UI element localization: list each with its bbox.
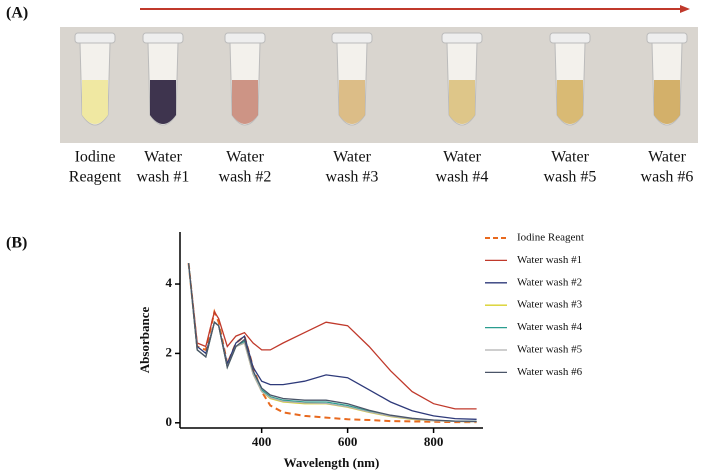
y-tick-label: 2	[166, 344, 173, 359]
tube-label: wash #1	[137, 169, 190, 186]
tube-liquid	[654, 80, 680, 124]
series-line	[187, 263, 477, 424]
y-axis-label: Absorbance	[137, 307, 152, 374]
x-tick-label: 400	[252, 434, 272, 449]
legend-label: Water wash #2	[517, 276, 582, 288]
x-tick-label: 800	[424, 434, 444, 449]
series-line	[187, 263, 477, 423]
tube-label: Water	[333, 149, 371, 166]
tube-label: wash #4	[436, 169, 489, 186]
tube-cap	[142, 32, 184, 44]
tube-liquid	[150, 80, 176, 124]
tube-label: wash #5	[544, 169, 597, 186]
series-line	[187, 263, 477, 423]
x-axis-label: Wavelength (nm)	[284, 455, 380, 470]
tube-cap	[224, 32, 266, 44]
tube-label: Water	[648, 149, 686, 166]
tube-label: Iodine	[75, 149, 116, 166]
tube-cap	[331, 32, 373, 44]
tube-label: Water	[144, 149, 182, 166]
tube-cap	[441, 32, 483, 44]
tube-cap	[74, 32, 116, 44]
series-line	[187, 263, 477, 410]
legend-label: Iodine Reagent	[517, 232, 584, 244]
tube-cap	[646, 32, 688, 44]
y-tick-label: 4	[166, 275, 173, 290]
tube-label: Water	[443, 149, 481, 166]
panel-label: (B)	[6, 235, 27, 252]
legend-label: Water wash #4	[517, 321, 583, 333]
arrow-head	[680, 5, 690, 13]
tube-liquid	[339, 80, 365, 124]
tube-label: Reagent	[69, 169, 122, 186]
legend-label: Water wash #1	[517, 254, 582, 266]
legend-label: Water wash #3	[517, 299, 583, 311]
panel-label: (A)	[6, 5, 28, 22]
tube-liquid	[557, 80, 583, 124]
legend-label: Water wash #6	[517, 366, 583, 378]
tube-label: wash #3	[326, 169, 379, 186]
series-line	[187, 263, 477, 423]
tube-label: wash #6	[641, 169, 694, 186]
legend-label: Water wash #5	[517, 344, 583, 356]
tube-liquid	[232, 80, 258, 124]
y-tick-label: 0	[166, 414, 173, 429]
tube-label: Water	[226, 149, 264, 166]
tube-label: wash #2	[219, 169, 272, 186]
series-line	[187, 263, 477, 423]
tube-label: Water	[551, 149, 589, 166]
x-tick-label: 600	[338, 434, 358, 449]
tube-liquid	[449, 80, 475, 124]
tube-liquid	[82, 80, 108, 124]
tube-cap	[549, 32, 591, 44]
